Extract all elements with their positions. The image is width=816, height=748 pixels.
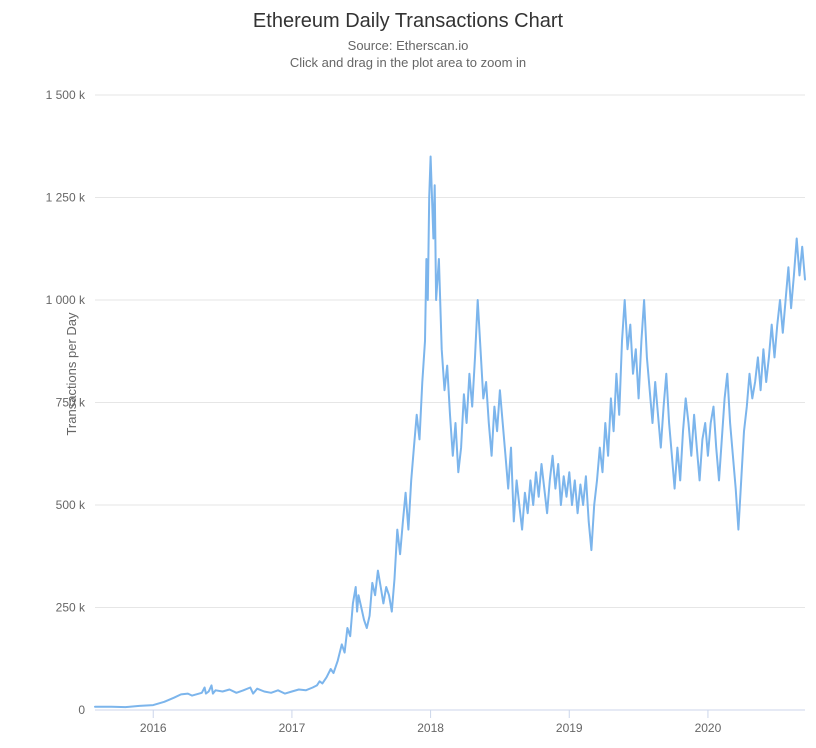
x-tick-label: 2018 (417, 721, 444, 735)
y-tick-label: 1 500 k (46, 88, 86, 102)
x-tick-label: 2017 (279, 721, 306, 735)
y-tick-label: 0 (78, 703, 85, 717)
y-tick-label: 750 k (56, 396, 86, 410)
chart-svg[interactable]: 0 250 k 500 k 750 k 1 000 k 1 250 k 1 500 k 20… (0, 0, 816, 748)
x-tick-label: 2020 (695, 721, 722, 735)
chart-container: Ethereum Daily Transactions Chart Source… (0, 0, 816, 748)
x-tick-label: 2016 (140, 721, 167, 735)
transactions-line (95, 157, 805, 708)
x-tick-label: 2019 (556, 721, 583, 735)
y-axis-ticks: 0 250 k 500 k 750 k 1 000 k 1 250 k 1 500 k (46, 88, 86, 717)
line-series (95, 157, 805, 708)
y-tick-label: 1 250 k (46, 191, 86, 205)
y-tick-label: 1 000 k (46, 293, 86, 307)
y-tick-label: 500 k (56, 498, 86, 512)
x-axis: 2016 2017 2018 2019 2020 (95, 710, 805, 735)
y-tick-label: 250 k (56, 601, 86, 615)
